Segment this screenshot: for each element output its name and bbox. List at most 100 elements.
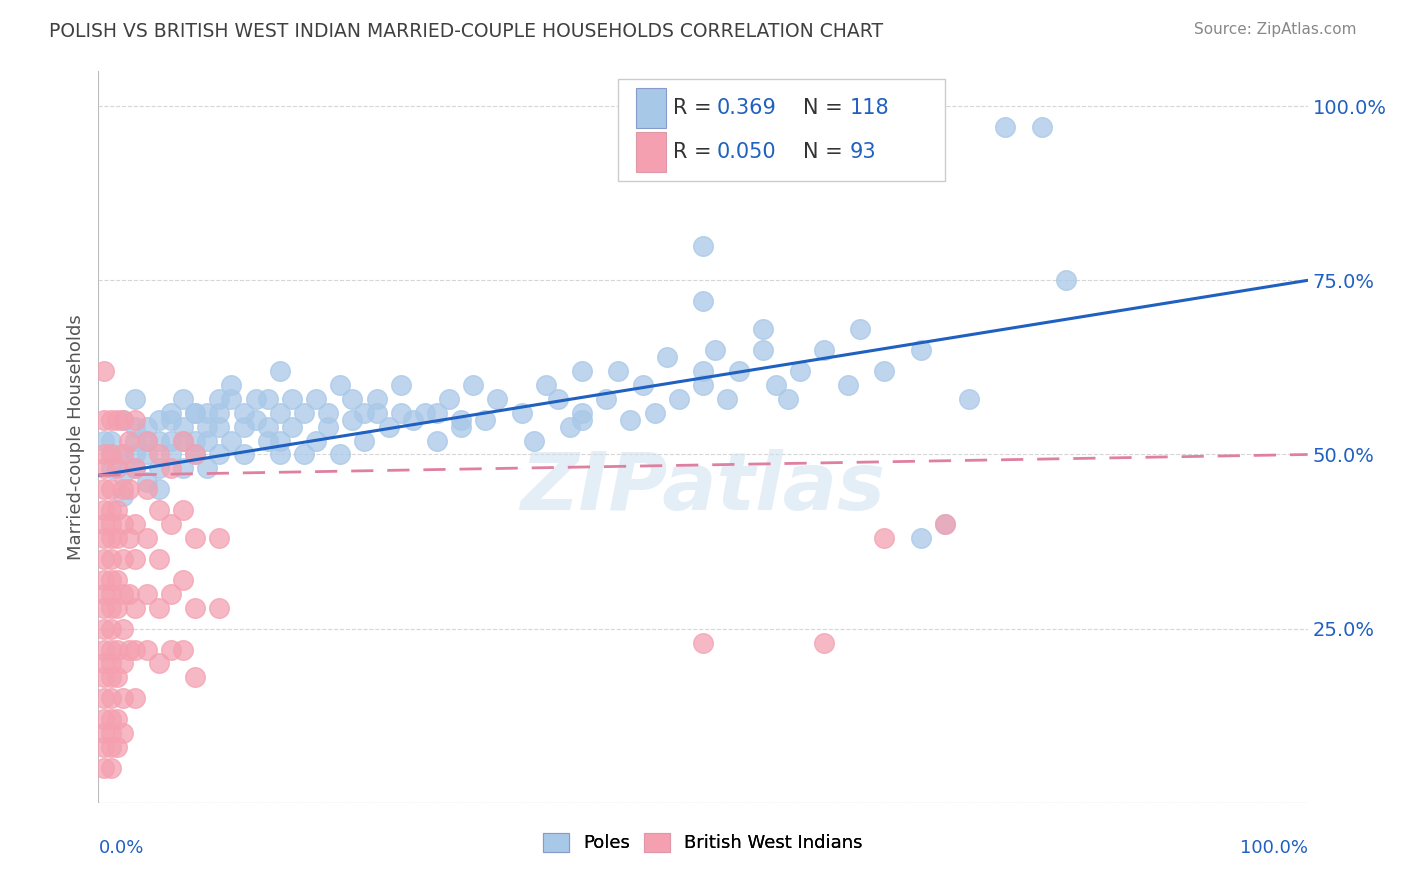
Point	[148, 461, 170, 475]
Point	[486, 392, 509, 406]
Point	[316, 406, 339, 420]
Point	[135, 419, 157, 434]
Point	[571, 364, 593, 378]
Point	[437, 392, 460, 406]
Point	[160, 461, 183, 475]
Point	[105, 573, 128, 587]
Point	[172, 434, 194, 448]
Point	[148, 552, 170, 566]
Point	[752, 322, 775, 336]
Point	[426, 434, 449, 448]
Text: 118: 118	[849, 98, 889, 118]
Point	[1031, 120, 1053, 134]
Point	[124, 392, 146, 406]
Point	[111, 552, 134, 566]
Point	[93, 712, 115, 726]
Point	[752, 343, 775, 357]
Point	[655, 350, 678, 364]
Point	[93, 740, 115, 755]
Point	[208, 419, 231, 434]
Point	[93, 691, 115, 706]
Text: N =: N =	[803, 98, 849, 118]
Point	[100, 461, 122, 475]
Point	[111, 468, 134, 483]
Point	[910, 343, 932, 357]
Point	[135, 434, 157, 448]
Point	[450, 412, 472, 426]
Point	[305, 434, 328, 448]
Point	[93, 573, 115, 587]
Point	[172, 419, 194, 434]
Point	[111, 448, 134, 462]
Point	[644, 406, 666, 420]
Point	[426, 406, 449, 420]
Point	[160, 448, 183, 462]
FancyBboxPatch shape	[619, 78, 945, 181]
Point	[111, 412, 134, 426]
Point	[93, 726, 115, 740]
Point	[704, 343, 727, 357]
Point	[148, 483, 170, 497]
Point	[111, 448, 134, 462]
Point	[558, 419, 581, 434]
Point	[184, 448, 207, 462]
Point	[837, 377, 859, 392]
Point	[172, 503, 194, 517]
Point	[100, 448, 122, 462]
Point	[413, 406, 436, 420]
Point	[692, 238, 714, 252]
Point	[208, 600, 231, 615]
Point	[184, 600, 207, 615]
Point	[124, 461, 146, 475]
Point	[463, 377, 485, 392]
Point	[100, 531, 122, 545]
Text: 0.050: 0.050	[716, 142, 776, 161]
Point	[160, 412, 183, 426]
Point	[813, 343, 835, 357]
Point	[873, 364, 896, 378]
Point	[934, 517, 956, 532]
Point	[100, 712, 122, 726]
Point	[208, 392, 231, 406]
Point	[668, 392, 690, 406]
Point	[93, 448, 115, 462]
Point	[232, 406, 254, 420]
Point	[118, 642, 141, 657]
Point	[184, 406, 207, 420]
Point	[148, 503, 170, 517]
Text: 93: 93	[849, 142, 876, 161]
Point	[208, 406, 231, 420]
Point	[172, 573, 194, 587]
FancyBboxPatch shape	[637, 132, 665, 172]
Point	[813, 635, 835, 649]
Point	[366, 406, 388, 420]
Point	[281, 419, 304, 434]
Point	[105, 412, 128, 426]
Point	[631, 377, 654, 392]
Point	[765, 377, 787, 392]
Point	[692, 294, 714, 309]
Point	[111, 691, 134, 706]
Point	[571, 406, 593, 420]
Point	[100, 483, 122, 497]
Point	[547, 392, 569, 406]
Point	[148, 412, 170, 426]
Point	[105, 642, 128, 657]
Point	[342, 412, 364, 426]
Point	[366, 392, 388, 406]
Point	[534, 377, 557, 392]
Point	[510, 406, 533, 420]
Point	[105, 531, 128, 545]
Point	[135, 587, 157, 601]
Point	[377, 419, 399, 434]
Text: POLISH VS BRITISH WEST INDIAN MARRIED-COUPLE HOUSEHOLDS CORRELATION CHART: POLISH VS BRITISH WEST INDIAN MARRIED-CO…	[49, 22, 883, 41]
Point	[607, 364, 630, 378]
Point	[184, 448, 207, 462]
Point	[100, 726, 122, 740]
Point	[111, 622, 134, 636]
Point	[849, 322, 872, 336]
Point	[135, 642, 157, 657]
Point	[172, 392, 194, 406]
Point	[1054, 273, 1077, 287]
Point	[450, 419, 472, 434]
